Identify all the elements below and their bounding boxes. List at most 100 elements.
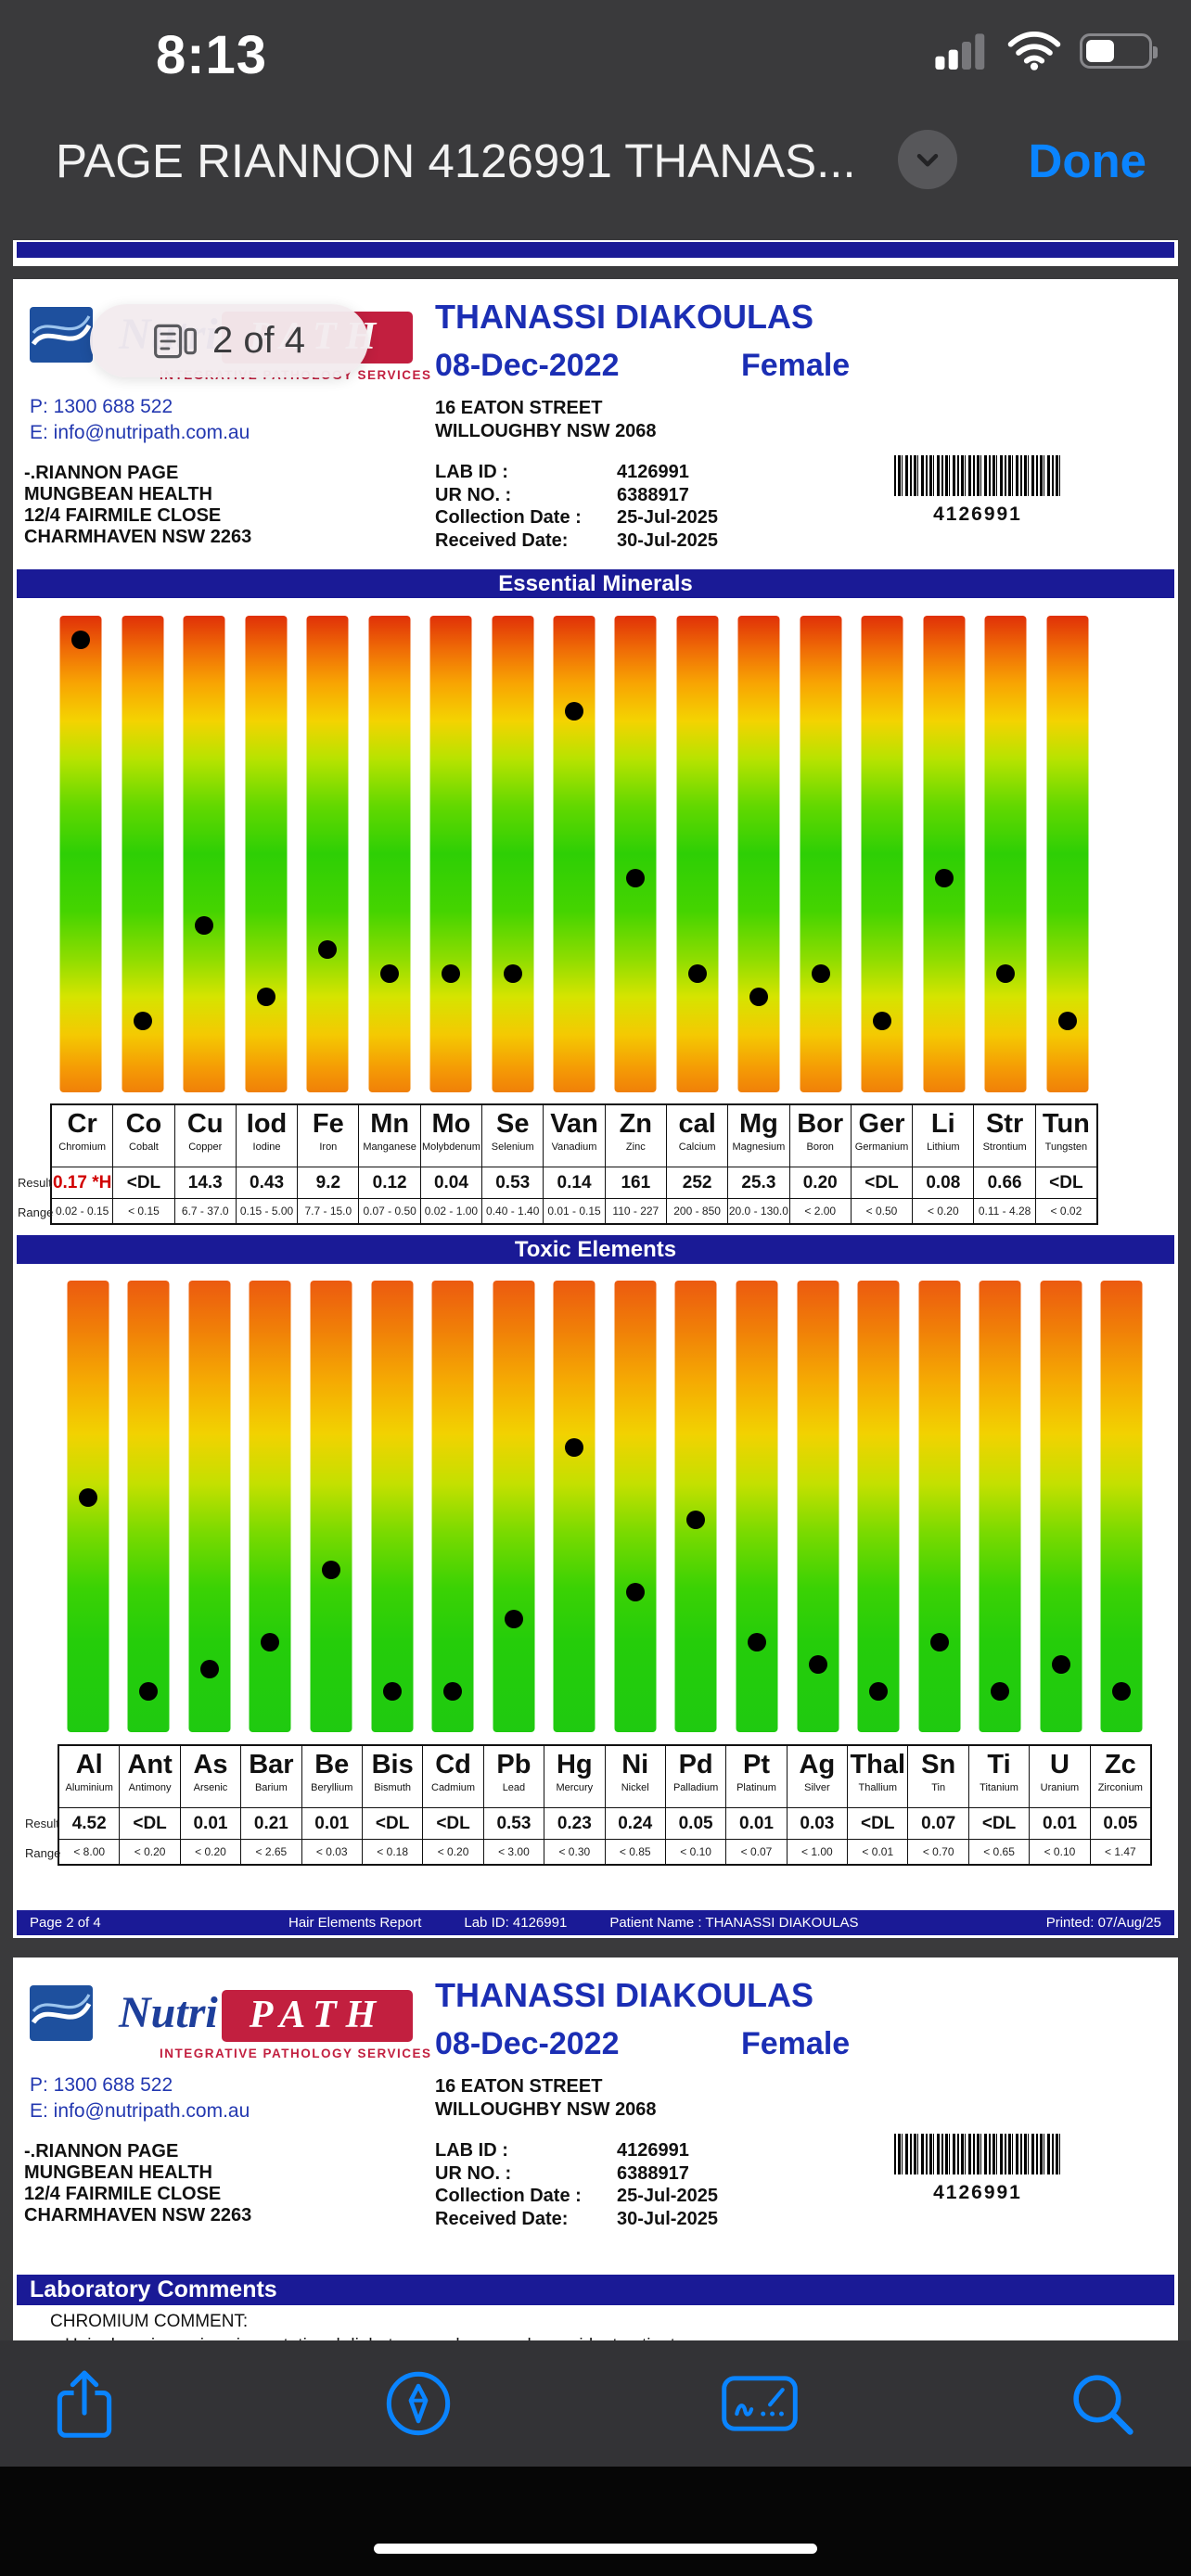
patient-address-line1: 16 EATON STREET (435, 2076, 603, 2097)
pages-icon (153, 324, 197, 358)
result-dot (749, 988, 769, 1007)
element-header-Cd: Cd Cadmium (423, 1746, 484, 1807)
markup-button[interactable] (383, 2368, 454, 2439)
patient-dob-row: 08-Dec-2022 Female (435, 2026, 850, 2062)
element-result: 0.53 (484, 1808, 545, 1839)
element-name: Palladium (672, 1782, 719, 1793)
element-header-Thal: Thal Thallium (848, 1746, 909, 1807)
contact-block: P: 1300 688 522 E: info@nutripath.com.au (30, 2072, 250, 2124)
collapse-title-button[interactable] (898, 130, 957, 189)
barcode (894, 455, 1061, 496)
patient-name: THANASSI DIAKOULAS (435, 298, 814, 336)
element-result: 0.17 *H (52, 1167, 114, 1198)
footer-middle: Hair Elements Report Lab ID: 4126991 Pat… (288, 1915, 858, 1931)
share-button[interactable] (54, 2366, 115, 2442)
element-name: Silver (804, 1782, 830, 1793)
signature-button[interactable] (721, 2371, 799, 2436)
gauge-bar (492, 616, 534, 1092)
logo-brand-nutri: Nutri (119, 1988, 218, 2037)
element-header-Bis: Bis Bismuth (363, 1746, 424, 1807)
element-header-Str: Str Strontium (974, 1105, 1036, 1167)
element-symbol: Ant (127, 1750, 173, 1779)
patient-sex: Female (741, 348, 851, 383)
collection-date-row: Collection Date :25-Jul-2025 (435, 2186, 718, 2206)
essential-minerals-chart (50, 616, 1098, 1092)
element-range: < 1.47 (1104, 1845, 1136, 1858)
element-header-Ger: Ger Germanium (852, 1105, 914, 1167)
element-header-Pb: Pb Lead (484, 1746, 545, 1807)
element-symbol: Mg (738, 1109, 778, 1139)
element-result: <DL (363, 1808, 424, 1839)
page-indicator[interactable]: 2 of 4 (90, 304, 368, 377)
gauge-bar (431, 1281, 474, 1732)
referrer-line: MUNGBEAN HEALTH (24, 2162, 212, 2183)
gauge-bar (306, 616, 349, 1092)
comment-body: Hair chromium raises in gestational diab… (65, 2336, 1150, 2340)
gauge-column-Thal (848, 1281, 909, 1732)
barcode (894, 2134, 1061, 2174)
element-header-Cu: Cu Copper (175, 1105, 237, 1167)
element-symbol: Ag (799, 1750, 836, 1779)
element-range: < 0.02 (1050, 1205, 1082, 1218)
element-range: 0.02 - 1.00 (421, 1199, 483, 1223)
result-dot (564, 701, 583, 721)
element-header-Iod: Iod Iodine (237, 1105, 299, 1167)
element-header-Tun: Tun Tungsten (1036, 1105, 1096, 1167)
gauge-column-Ti (969, 1281, 1031, 1732)
element-result: 25.3 (728, 1167, 790, 1198)
home-indicator[interactable] (374, 2544, 817, 2554)
gauge-bar (737, 616, 780, 1092)
element-result: 0.05 (666, 1808, 727, 1839)
lab-info-block: LAB ID :4126991 UR NO. :6388917 Collecti… (435, 461, 718, 552)
element-range: < 0.65 (969, 1840, 1031, 1864)
element-header-Co: Co Cobalt (113, 1105, 175, 1167)
element-range: 7.7 - 15.0 (298, 1199, 360, 1223)
element-name: Magnesium (732, 1141, 786, 1153)
element-name: Molybdenum (421, 1141, 480, 1153)
element-symbol: Ti (987, 1750, 1011, 1779)
done-button[interactable]: Done (1028, 134, 1147, 187)
element-header-Ant: Ant Antimony (120, 1746, 181, 1807)
element-name: Zinc (625, 1141, 646, 1153)
element-header-U: U Uranium (1030, 1746, 1091, 1807)
element-symbol: Sn (921, 1750, 956, 1779)
result-dot (808, 1654, 827, 1674)
element-range: < 0.07 (726, 1840, 788, 1864)
gauge-bar (979, 1281, 1021, 1732)
range-row-label: Range (25, 1846, 61, 1860)
element-range: < 0.85 (606, 1840, 666, 1864)
result-row-label: Result (25, 1817, 59, 1830)
element-symbol: Pb (496, 1750, 531, 1779)
logo-tagline: INTEGRATIVE PATHOLOGY SERVICES (160, 2047, 432, 2060)
barcode-block: 4126991 (894, 2134, 1061, 2204)
lab-info-block: LAB ID :4126991 UR NO. :6388917 Collecti… (435, 2139, 718, 2230)
element-header-Ti: Ti Titanium (969, 1746, 1031, 1807)
result-dot (503, 963, 522, 983)
status-bar: 8:13 (0, 0, 1191, 93)
gauge-bar (918, 1281, 961, 1732)
patient-block: THANASSI DIAKOULAS 08-Dec-2022 Female 16… (435, 1976, 850, 2122)
gauge-column-Li (914, 616, 975, 1092)
result-dot (1057, 1011, 1077, 1030)
element-range: < 3.00 (484, 1840, 545, 1864)
gauge-column-Pt (726, 1281, 788, 1732)
element-symbol: Be (314, 1750, 350, 1779)
element-range: < 2.00 (790, 1199, 852, 1223)
gauge-bar (736, 1281, 778, 1732)
gauge-bar (183, 616, 225, 1092)
element-result: 0.24 (606, 1808, 666, 1839)
search-button[interactable] (1067, 2368, 1137, 2439)
element-symbol: Ni (621, 1750, 649, 1779)
element-symbol: Str (985, 1109, 1024, 1139)
patient-address-line2: WILLOUGHBY NSW 2068 (435, 421, 657, 441)
element-header-row: Al Aluminium Ant Antimony As Arsenic Bar Barium… (59, 1746, 1150, 1808)
element-symbol: Mo (431, 1109, 471, 1139)
ur-no-row: UR NO. :6388917 (435, 484, 689, 505)
gauge-column-Ger (852, 616, 913, 1092)
element-name: Titanium (980, 1782, 1018, 1793)
result-dot (1051, 1654, 1070, 1674)
gauge-column-Ag (788, 1281, 849, 1732)
element-result: <DL (423, 1808, 484, 1839)
